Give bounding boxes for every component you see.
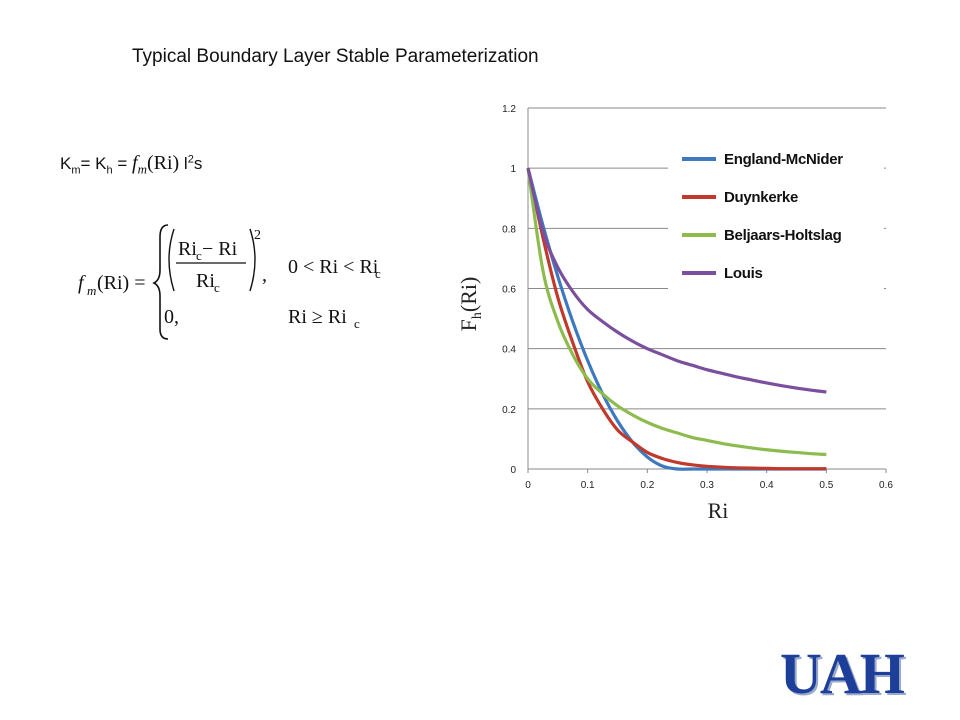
formula-num-rest: − Ri [202,238,238,260]
y-axis-label-main: F [456,319,481,331]
x-tick-label: 0.2 [640,480,654,491]
formula-cond1-sub: c [375,266,381,281]
fm-formula: f m (Ri) = Ri c − Ri Ri c 2 , 0 < Ri < R… [78,224,381,340]
y-tick-label: 0 [510,465,516,476]
legend-label: Beljaars-Holtslag [724,226,842,244]
x-tick-label: 0.6 [879,480,893,491]
k-equation: Km= Kh = fm(Ri) l2s [60,152,202,177]
y-axis-label-sub: h [470,312,485,319]
series-line-beljaars-holtslag [526,167,827,457]
formula-num: Ri [178,238,197,260]
formula-cond2-sub: c [354,316,360,331]
chart-legend: England-McNider Duynkerke Beljaars-Holtsla… [668,140,884,290]
legend-swatch [682,271,716,275]
fm-argument: (Ri) [146,152,180,174]
formula-lhs-f: f [78,272,86,294]
formula-left-paren [168,228,175,292]
x-tick-label: 0.1 [581,480,595,491]
legend-item: Louis [682,258,763,288]
legend-label: England-McNider [724,150,843,168]
kh-symbol: = K [80,154,107,173]
formula-cond1: 0 < Ri < Ri [288,256,379,278]
slide-title: Typical Boundary Layer Stable Parameteri… [132,46,539,67]
legend-swatch [682,195,716,199]
y-axis-label: Fh(Ri) [456,277,485,332]
y-tick-label: 0.8 [502,224,516,235]
legend-swatch [682,157,716,161]
x-axis-label: Ri [708,498,729,523]
svg-text:Fh(Ri): Fh(Ri) [456,277,485,332]
legend-item: Beljaars-Holtslag [682,220,842,250]
x-tick-label: 0.5 [819,480,833,491]
formula-lhs-arg: (Ri) = [97,272,146,294]
kh-subscript: h [106,164,113,177]
y-tick-label: 0.2 [502,405,516,416]
l-symbol: l [179,154,188,173]
fm-symbol: f [132,152,138,174]
legend-label: Louis [724,264,763,282]
x-tick-label: 0.4 [760,480,774,491]
formula-num-sub: c [196,248,202,263]
formula-cond2: Ri ≥ Ri [288,306,347,328]
legend-swatch [682,233,716,237]
legend-label: Duynkerke [724,188,799,206]
x-tick-label: 0 [525,480,531,491]
formula-lhs-sub: m [87,283,96,298]
uah-logo: UAH [780,641,905,706]
fm-subscript: m [137,161,147,177]
chart-series [526,167,827,471]
formula-power: 2 [254,228,261,243]
x-tick-label: 0.3 [700,480,714,491]
y-tick-label: 0.6 [502,285,516,296]
l-superscript: 2 [187,153,194,166]
formula-brace [152,224,169,340]
formula-right-paren [249,228,256,292]
km-subscript: m [71,164,81,177]
formula-zero: 0, [164,306,179,328]
legend-item: Duynkerke [682,182,798,212]
series-line-louis [526,167,827,394]
y-tick-label: 1 [510,164,516,175]
legend-item: England-McNider [682,144,843,174]
series-line-duynkerke [526,167,827,471]
y-axis-label-arg: (Ri) [456,277,481,312]
km-symbol: K [60,154,72,173]
formula-den: Ri [196,270,215,292]
formula-den-sub: c [214,280,220,295]
formula-comma: , [262,264,267,286]
chart-y-ticks: 0 0.2 0.4 0.6 0.8 1 1.2 [502,104,516,476]
y-tick-label: 1.2 [502,104,516,115]
chart-x-ticks: 0 0.1 0.2 0.3 0.4 0.5 0.6 [525,469,893,491]
y-tick-label: 0.4 [502,345,516,356]
s-symbol: s [193,154,203,173]
fh-chart: 0 0.2 0.4 0.6 0.8 1 1.2 0 0.1 0.2 0.3 0.4 0.5 0.6 Ri… [456,104,893,523]
equals-sign: = [112,154,133,173]
